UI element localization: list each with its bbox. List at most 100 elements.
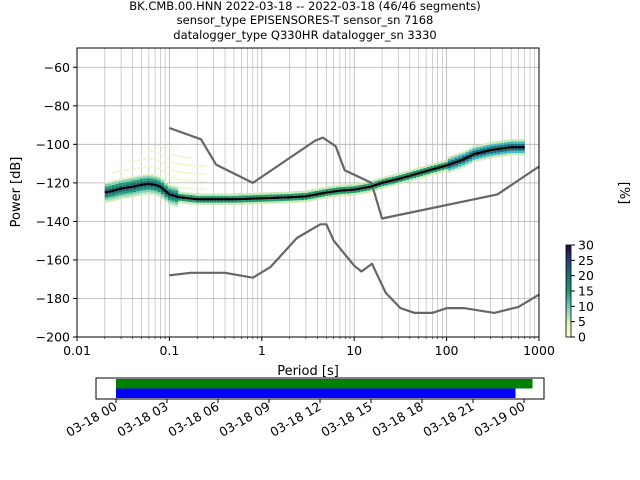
heatmap-cell	[391, 174, 396, 177]
heatmap-cell	[454, 165, 459, 168]
heatmap-cell	[209, 200, 214, 203]
heatmap-cell	[244, 199, 249, 203]
coverage-bar-blue	[116, 388, 516, 398]
heatmap-cell	[164, 183, 168, 186]
heatmap-cell	[129, 190, 133, 193]
heatmap-cell	[202, 195, 207, 199]
heatmap-cell	[437, 171, 441, 174]
heatmap-cell	[447, 167, 452, 171]
heatmap-cell	[349, 190, 354, 194]
heatmap-cell	[283, 191, 287, 195]
heatmap-cell	[160, 194, 165, 197]
heatmap-cell	[307, 199, 312, 202]
heatmap-cell	[356, 183, 361, 186]
heatmap-cell	[381, 179, 385, 182]
heatmap-cell	[192, 193, 196, 196]
heatmap-cell	[125, 181, 130, 185]
heatmap-cell	[192, 188, 196, 190]
heatmap-cell	[451, 164, 455, 167]
heatmap-cell	[188, 195, 193, 198]
heatmap-cell	[363, 184, 368, 187]
heatmap-cell	[489, 144, 494, 147]
heatmap-cell	[160, 170, 165, 172]
heatmap-cell	[465, 154, 469, 157]
heatmap-cell	[367, 188, 371, 191]
heatmap-cell	[353, 186, 357, 189]
heatmap-cell	[321, 187, 326, 190]
heatmap-cell	[202, 193, 207, 196]
heatmap-cell	[185, 199, 189, 202]
timeline-tick-label: 03-18 03	[114, 399, 170, 440]
heatmap-cell	[451, 159, 455, 163]
heatmap-cell	[374, 186, 378, 189]
heatmap-cell	[220, 200, 224, 203]
heatmap-cell	[174, 204, 179, 207]
heatmap-cell	[377, 187, 382, 190]
heatmap-cell	[223, 200, 228, 203]
heatmap-cell	[482, 148, 487, 151]
heatmap-cell	[146, 187, 151, 190]
timeline-tick-label: 03-18 21	[420, 399, 476, 440]
heatmap-cell	[468, 159, 473, 162]
heatmap-cell	[167, 202, 172, 205]
ppsd-plot: 0.01 0.1 1 10 100 1000 −200 −180 −160 −140 −120 −1…	[9, 47, 555, 379]
heatmap-cell	[468, 157, 473, 160]
heatmap-cell	[353, 183, 357, 187]
heatmap-cell	[440, 160, 445, 164]
heatmap-cell	[122, 177, 126, 180]
heatmap-cell	[178, 198, 182, 201]
heatmap-cell	[118, 170, 123, 172]
heatmap-cell	[507, 141, 511, 145]
heatmap-cell	[251, 202, 256, 205]
heatmap-cell	[104, 188, 109, 191]
heatmap-cell	[185, 164, 189, 166]
heatmap-cell	[171, 191, 175, 195]
heatmap-cell	[195, 200, 200, 203]
heatmap-cell	[475, 156, 480, 160]
heatmap-cell	[244, 195, 249, 198]
heatmap-cell	[178, 179, 182, 181]
heatmap-cell	[167, 195, 172, 198]
heatmap-cell	[475, 149, 480, 153]
heatmap-cell	[388, 184, 392, 187]
heatmap-cell	[230, 195, 235, 199]
heatmap-cell	[188, 187, 193, 190]
mode-line	[104, 146, 525, 201]
heatmap-cell	[447, 156, 452, 159]
heatmap-cell	[108, 183, 112, 186]
heatmap-cell	[363, 191, 368, 194]
heatmap-cell	[174, 188, 179, 191]
heatmap-cell	[290, 191, 294, 194]
heatmap-cell	[216, 195, 221, 199]
heatmap-cell	[164, 150, 168, 152]
ppsd-density-heatmap	[104, 139, 525, 207]
heatmap-cell	[433, 165, 438, 168]
heatmap-cell	[129, 181, 133, 184]
heatmap-cell	[454, 163, 459, 166]
heatmap-cell	[118, 194, 123, 197]
heatmap-cell	[479, 144, 483, 147]
heatmap-cell	[192, 165, 196, 167]
heatmap-cell	[440, 167, 445, 171]
heatmap-cell	[111, 196, 116, 199]
heatmap-cell	[416, 174, 420, 177]
y-tick-label: −160	[36, 252, 70, 267]
heatmap-cell	[209, 195, 214, 199]
heatmap-cell	[213, 193, 217, 196]
heatmap-cell	[461, 165, 466, 168]
heatmap-cell	[111, 184, 116, 188]
heatmap-cell	[461, 151, 466, 154]
heatmap-cell	[486, 144, 490, 148]
heatmap-cell	[108, 185, 112, 188]
heatmap-cell	[234, 195, 238, 199]
heatmap-cell	[157, 175, 161, 178]
heatmap-cell	[335, 185, 340, 188]
heatmap-cell	[206, 195, 210, 199]
heatmap-cell	[276, 201, 280, 204]
heatmap-cell	[167, 197, 172, 201]
heatmap-cell	[405, 170, 410, 173]
timeline-tick-label: 03-18 18	[369, 399, 425, 440]
heatmap-cell	[465, 163, 469, 166]
heatmap-cell	[367, 190, 371, 193]
heatmap-cell	[391, 183, 396, 186]
